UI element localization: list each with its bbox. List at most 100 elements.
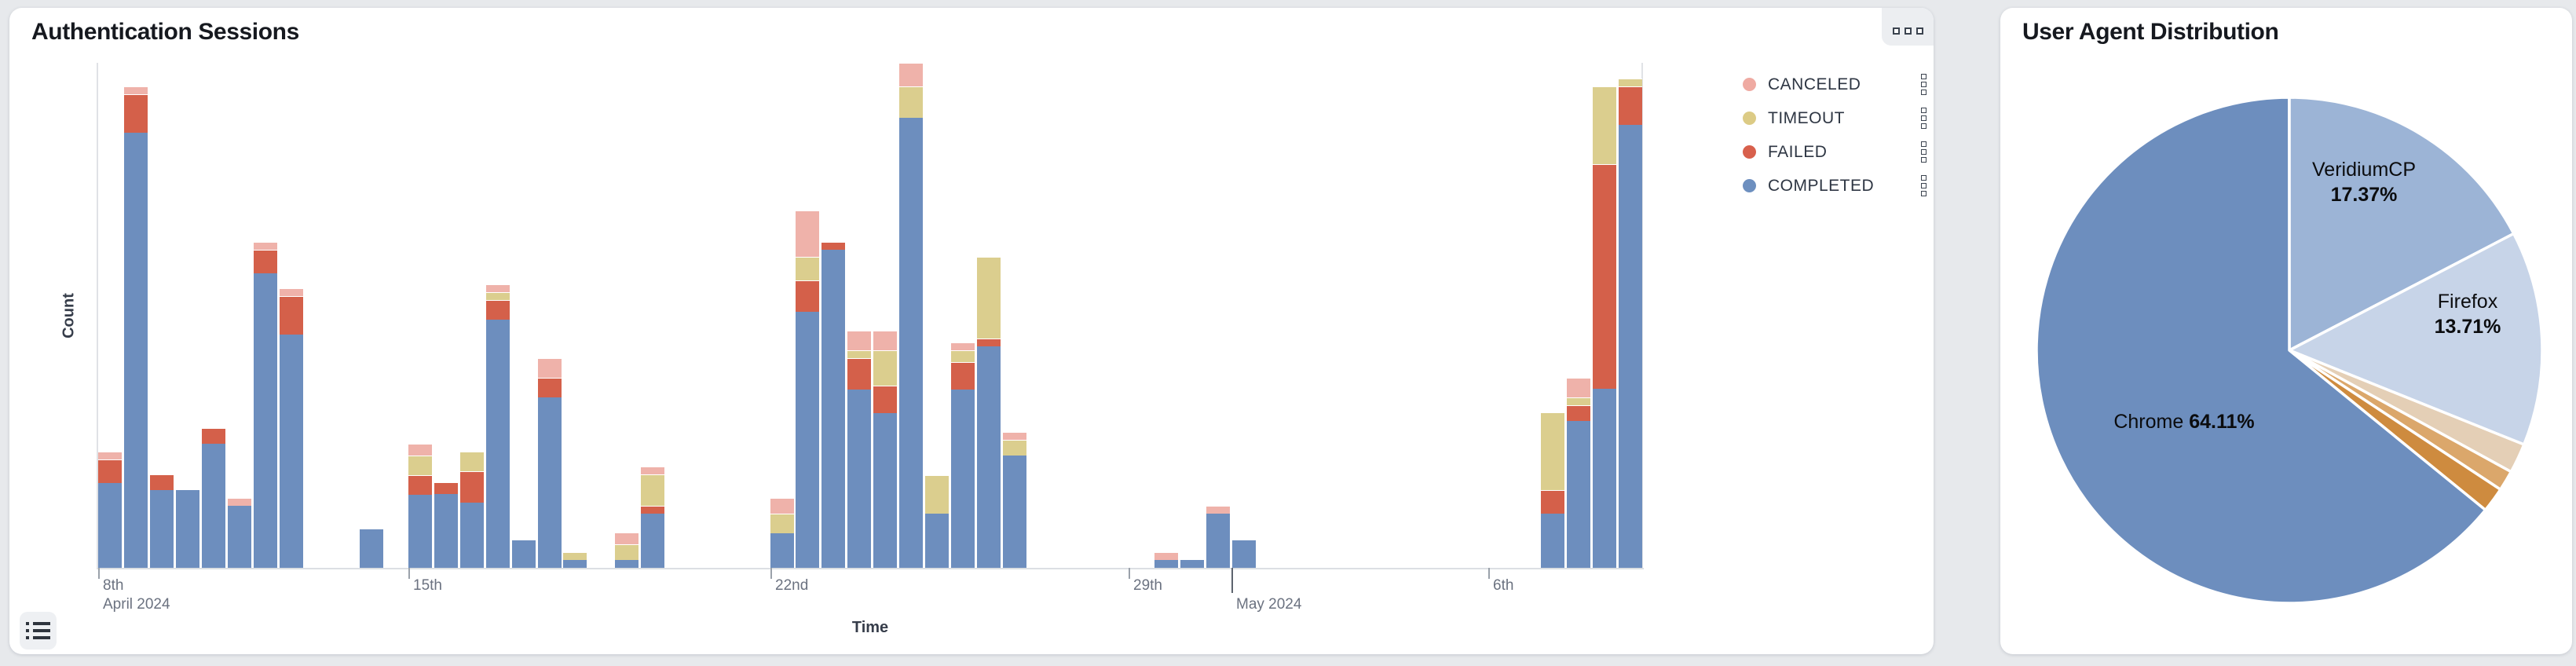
bar-segment-canceled[interactable] xyxy=(1003,432,1026,440)
bar-segment-timeout[interactable] xyxy=(1593,86,1616,164)
stacked-bar[interactable] xyxy=(796,210,819,568)
legend-item-timeout[interactable]: TIMEOUT xyxy=(1741,101,1928,135)
bar-segment-canceled[interactable] xyxy=(899,63,923,86)
stacked-bar[interactable] xyxy=(1232,540,1256,568)
bar-segment-completed[interactable] xyxy=(977,346,1001,568)
stacked-bar[interactable] xyxy=(1206,506,1230,568)
stacked-bar[interactable] xyxy=(925,474,949,568)
bar-segment-completed[interactable] xyxy=(1003,456,1026,568)
stacked-bar[interactable] xyxy=(202,428,225,568)
stacked-bar[interactable] xyxy=(770,498,794,568)
legend-kebab-icon[interactable] xyxy=(1921,74,1927,95)
bar-segment-canceled[interactable] xyxy=(1206,506,1230,514)
bar-segment-failed[interactable] xyxy=(977,338,1001,346)
bar-segment-failed[interactable] xyxy=(98,459,122,483)
bar-segment-failed[interactable] xyxy=(1593,163,1616,390)
bar-segment-timeout[interactable] xyxy=(847,349,871,358)
bar-segment-canceled[interactable] xyxy=(124,86,148,94)
bar-segment-canceled[interactable] xyxy=(228,498,251,506)
stacked-bar[interactable] xyxy=(1180,560,1204,568)
bar-segment-completed[interactable] xyxy=(1593,389,1616,568)
bar-segment-timeout[interactable] xyxy=(641,474,664,506)
bar-segment-timeout[interactable] xyxy=(486,291,510,300)
chart-options-button[interactable] xyxy=(1882,8,1934,46)
stacked-bar[interactable] xyxy=(1154,552,1178,568)
legend-kebab-icon[interactable] xyxy=(1921,108,1927,129)
pie-slice-firefox[interactable] xyxy=(2288,232,2544,446)
bar-segment-completed[interactable] xyxy=(1541,514,1564,568)
stacked-bar[interactable] xyxy=(460,452,484,568)
stacked-bar[interactable] xyxy=(124,86,148,568)
bar-segment-timeout[interactable] xyxy=(796,257,819,280)
bar-segment-timeout[interactable] xyxy=(899,86,923,118)
bar-segment-canceled[interactable] xyxy=(951,342,975,350)
legend-kebab-icon[interactable] xyxy=(1921,175,1927,196)
bar-segment-canceled[interactable] xyxy=(873,330,897,350)
bar-segment-completed[interactable] xyxy=(796,312,819,568)
bar-segment-canceled[interactable] xyxy=(641,467,664,474)
bar-segment-failed[interactable] xyxy=(847,357,871,390)
bar-segment-timeout[interactable] xyxy=(615,544,639,560)
bar-segment-completed[interactable] xyxy=(228,506,251,568)
bar-segment-completed[interactable] xyxy=(641,514,664,568)
bar-segment-completed[interactable] xyxy=(847,389,871,568)
bar-segment-completed[interactable] xyxy=(512,540,536,568)
stacked-bar[interactable] xyxy=(1619,79,1642,568)
stacked-bar[interactable] xyxy=(1541,412,1564,568)
bar-segment-failed[interactable] xyxy=(150,474,174,490)
bar-segment-canceled[interactable] xyxy=(770,498,794,514)
legend-item-failed[interactable]: FAILED xyxy=(1741,135,1928,169)
bar-segment-completed[interactable] xyxy=(1206,514,1230,568)
legend-kebab-icon[interactable] xyxy=(1921,141,1927,163)
stacked-bar[interactable] xyxy=(615,532,639,568)
bar-segment-canceled[interactable] xyxy=(408,444,432,456)
bar-segment-failed[interactable] xyxy=(460,470,484,503)
bar-segment-failed[interactable] xyxy=(486,299,510,320)
stacked-bar[interactable] xyxy=(486,284,510,568)
bar-segment-canceled[interactable] xyxy=(486,284,510,292)
bar-segment-failed[interactable] xyxy=(796,280,819,312)
stacked-bar[interactable] xyxy=(360,529,383,568)
bar-segment-timeout[interactable] xyxy=(1619,79,1642,86)
bar-segment-failed[interactable] xyxy=(538,377,562,397)
bar-segment-completed[interactable] xyxy=(873,412,897,568)
bar-segment-completed[interactable] xyxy=(538,397,562,568)
bar-segment-completed[interactable] xyxy=(408,494,432,568)
bar-segment-failed[interactable] xyxy=(254,249,277,273)
bar-segment-completed[interactable] xyxy=(1567,420,1590,568)
bar-segment-completed[interactable] xyxy=(1154,560,1178,568)
stacked-bar[interactable] xyxy=(176,490,199,568)
stacked-bar[interactable] xyxy=(873,330,897,568)
bar-segment-timeout[interactable] xyxy=(951,349,975,362)
bar-segment-timeout[interactable] xyxy=(925,475,949,514)
bar-segment-canceled[interactable] xyxy=(847,331,871,350)
bar-segment-failed[interactable] xyxy=(280,296,303,335)
bar-segment-completed[interactable] xyxy=(98,482,122,568)
bar-segment-failed[interactable] xyxy=(1567,404,1590,421)
bar-segment-failed[interactable] xyxy=(1541,490,1564,514)
legend-item-completed[interactable]: COMPLETED xyxy=(1741,169,1928,203)
bar-segment-timeout[interactable] xyxy=(977,257,1001,338)
bar-segment-timeout[interactable] xyxy=(1541,412,1564,490)
bar-segment-timeout[interactable] xyxy=(460,452,484,471)
stacked-bar[interactable] xyxy=(254,241,277,568)
bar-segment-failed[interactable] xyxy=(821,242,845,250)
bar-segment-failed[interactable] xyxy=(1619,86,1642,125)
bar-segment-completed[interactable] xyxy=(1180,560,1204,568)
bar-segment-completed[interactable] xyxy=(150,490,174,568)
stacked-bar[interactable] xyxy=(951,342,975,568)
bar-segment-failed[interactable] xyxy=(951,361,975,390)
bar-segment-completed[interactable] xyxy=(360,529,383,568)
bar-segment-failed[interactable] xyxy=(408,474,432,495)
stacked-bar[interactable] xyxy=(1593,86,1616,568)
bar-segment-canceled[interactable] xyxy=(796,210,819,257)
bar-segment-timeout[interactable] xyxy=(770,513,794,533)
stacked-bar[interactable] xyxy=(1567,377,1590,568)
bar-segment-failed[interactable] xyxy=(202,428,225,444)
stacked-bar[interactable] xyxy=(641,467,664,568)
bar-segment-completed[interactable] xyxy=(434,494,458,568)
stacked-bar[interactable] xyxy=(408,444,432,568)
bar-segment-completed[interactable] xyxy=(899,117,923,568)
pie-slice-veridiumcp[interactable] xyxy=(2288,96,2516,352)
bar-segment-completed[interactable] xyxy=(563,560,587,568)
